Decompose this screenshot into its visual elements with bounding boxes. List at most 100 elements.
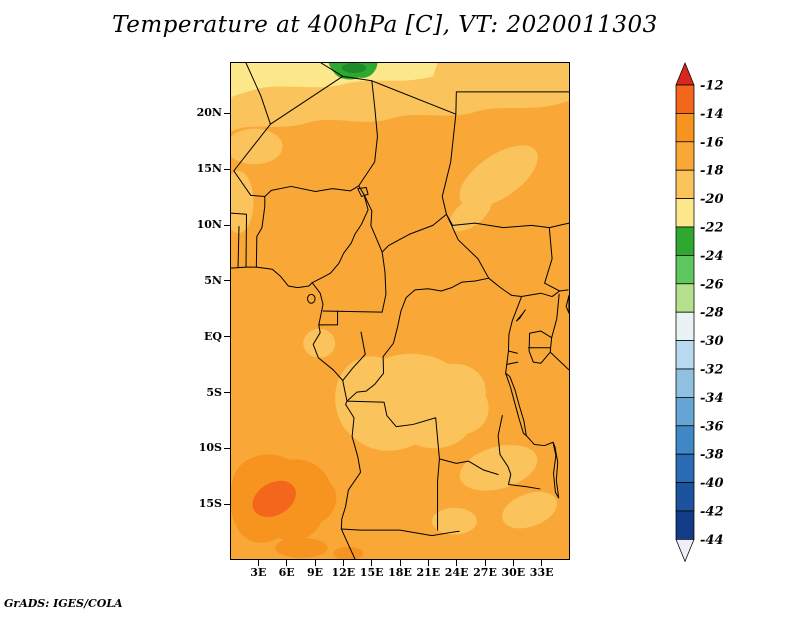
x-axis-label-33E: 33E <box>529 566 554 579</box>
borders-east-africa <box>506 228 569 446</box>
x-axis-label-9E: 9E <box>306 566 324 579</box>
colorbar-label--38: -38 <box>700 448 724 463</box>
colorbar-top-triangle <box>675 62 695 86</box>
map-outlines <box>231 63 569 559</box>
borders-central-africa <box>319 194 568 401</box>
colorbar-label--36: -36 <box>700 419 724 434</box>
shade-warm-spot-1 <box>275 537 328 558</box>
colorbar-label--24: -24 <box>700 249 724 264</box>
x-axis-tick <box>427 560 429 566</box>
y-axis-label-20N: 20N <box>196 106 222 120</box>
colorbar-label--44: -44 <box>700 533 724 548</box>
x-axis-label-12E: 12E <box>331 566 356 579</box>
colorbar-label--16: -16 <box>700 135 724 150</box>
colorbar-label--26: -26 <box>700 277 724 292</box>
x-axis-tick <box>257 560 259 566</box>
shade-congo-basin <box>335 353 489 451</box>
colorbar-segment-9 <box>675 340 695 370</box>
y-axis-tick <box>224 447 230 449</box>
x-axis-label-24E: 24E <box>444 566 469 579</box>
colorbar-label--12: -12 <box>700 79 724 94</box>
colorbar-segment-4 <box>675 198 695 228</box>
colorbar-label--22: -22 <box>700 221 724 236</box>
y-axis-tick <box>224 392 230 393</box>
colorbar-label--28: -28 <box>700 306 724 321</box>
map-frame <box>230 62 570 560</box>
colorbar-segment-3 <box>675 169 695 199</box>
x-axis-tick <box>286 560 288 566</box>
colorbar-segment-10 <box>675 368 695 398</box>
temperature-shading <box>231 63 569 559</box>
colorbar-segment-7 <box>675 283 695 313</box>
y-axis-tick <box>224 112 230 114</box>
shade-warm-core <box>252 480 296 518</box>
colorbar-segment-6 <box>675 255 695 285</box>
colorbar-label--40: -40 <box>700 476 724 491</box>
colorbar-segment-15 <box>675 510 695 540</box>
x-axis-label-6E: 6E <box>278 566 295 579</box>
colorbar-label--42: -42 <box>700 505 724 520</box>
shade-se-patch-1 <box>459 444 538 491</box>
x-axis-label-27E: 27E <box>473 566 497 579</box>
map-plot <box>231 63 569 559</box>
y-axis-label-EQ: EQ <box>204 329 222 343</box>
colorbar-label--20: -20 <box>700 192 724 207</box>
x-axis-label-21E: 21E <box>416 566 441 579</box>
x-axis-tick <box>456 560 458 566</box>
coastline <box>231 267 361 559</box>
x-axis-label-18E: 18E <box>388 566 412 579</box>
x-axis-label-30E: 30E <box>501 566 526 579</box>
chart-title: Temperature at 400hPa [C], VT: 202001130… <box>112 12 658 38</box>
x-axis-tick <box>399 560 401 566</box>
colorbar-segment-8 <box>675 311 695 341</box>
y-axis-label-5N: 5N <box>204 273 222 287</box>
shade-green-core <box>341 63 367 74</box>
borders-west-africa <box>231 63 372 283</box>
x-axis-tick <box>541 560 543 566</box>
lakes <box>358 188 569 498</box>
y-axis-label-15S: 15S <box>198 497 222 511</box>
y-axis-tick <box>224 336 230 338</box>
shade-sudan-patch <box>459 145 538 208</box>
colorbar-segment-12 <box>675 425 695 455</box>
x-axis-tick <box>484 560 486 566</box>
colorbar-segment-2 <box>675 141 695 171</box>
shade-warm-spot-2 <box>333 546 364 559</box>
y-axis-tick <box>224 224 230 226</box>
colorbar-segment-1 <box>675 113 695 143</box>
shade-west-streak <box>231 170 254 234</box>
x-axis-tick <box>512 560 514 566</box>
y-axis-tick <box>224 168 230 170</box>
shade-gabon-patch <box>303 328 336 358</box>
grads-credit: GrADS: IGES/COLA <box>4 597 123 610</box>
y-axis-label-10S: 10S <box>198 441 222 455</box>
colorbar-label--34: -34 <box>700 391 724 406</box>
y-axis-label-10N: 10N <box>196 218 222 232</box>
shade-sudan-patch-2 <box>449 195 492 232</box>
y-axis-label-15N: 15N <box>196 162 222 176</box>
shade-north-lobe <box>231 128 283 165</box>
colorbar-label--30: -30 <box>700 334 724 349</box>
y-axis-tick <box>224 280 230 282</box>
shade-se-patch-2 <box>502 491 558 529</box>
shade-se-patch-3 <box>431 507 477 535</box>
colorbar-label--18: -18 <box>700 164 724 179</box>
y-axis-label-5S: 5S <box>206 385 222 399</box>
colorbar-segment-0 <box>675 84 695 114</box>
colorbar-bottom-triangle <box>675 539 695 563</box>
x-axis-label-3E: 3E <box>250 566 267 579</box>
x-axis-tick <box>371 560 373 566</box>
x-axis-tick <box>314 560 316 566</box>
borders-chad-sudan <box>359 81 569 278</box>
y-axis-tick <box>224 503 230 505</box>
x-axis-tick <box>342 560 344 566</box>
colorbar-segment-11 <box>675 397 695 427</box>
colorbar-label--32: -32 <box>700 363 724 378</box>
x-axis-label-15E: 15E <box>359 566 384 579</box>
shade-top-pale-band <box>231 63 438 98</box>
colorbar-label--14: -14 <box>700 107 724 122</box>
colorbar: -12 -14 -16 -18 -20 -22 -24 -26 -28 -30 -32 -34 -36 -… <box>675 62 724 563</box>
colorbar-segment-5 <box>675 226 695 256</box>
borders-southern-africa <box>341 401 540 536</box>
